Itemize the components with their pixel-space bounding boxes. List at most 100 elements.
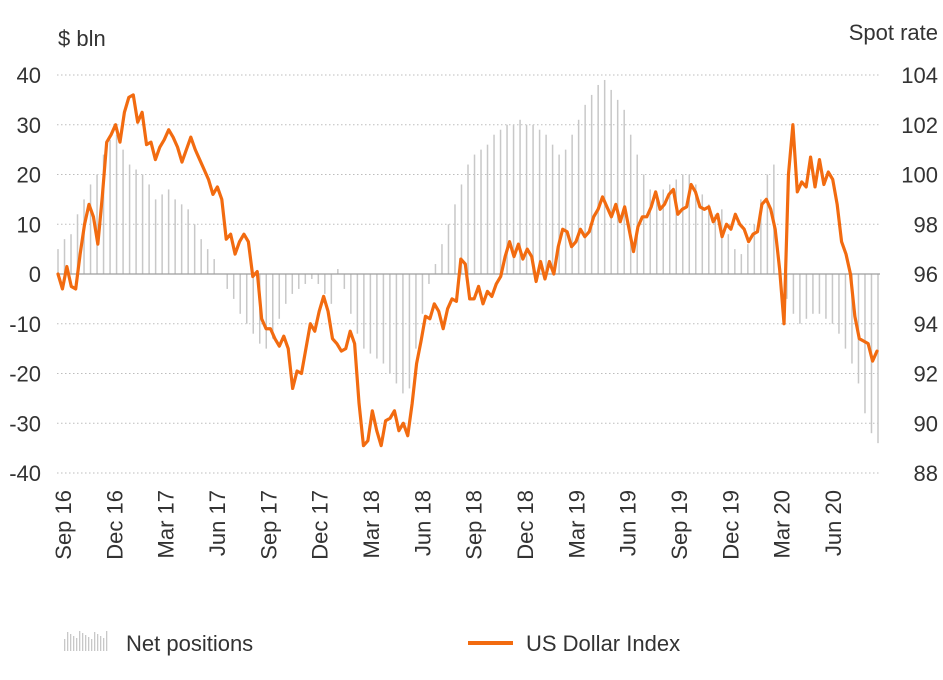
net-position-bar xyxy=(792,274,795,314)
net-position-bar xyxy=(70,234,72,274)
legend-swatch-bar xyxy=(88,637,90,651)
y-left-tick-label: -40 xyxy=(9,461,41,486)
right-axis-unit-label: Spot rate xyxy=(849,20,938,45)
net-position-bar xyxy=(499,129,502,274)
net-position-bar xyxy=(76,214,79,274)
net-position-bar xyxy=(350,274,352,314)
net-position-bar xyxy=(747,244,749,274)
x-tick-label: Sep 16 xyxy=(51,490,76,560)
net-position-bar xyxy=(629,134,632,274)
net-position-bar xyxy=(454,204,456,274)
net-position-bar xyxy=(291,274,294,294)
legend-swatch-bar xyxy=(91,639,93,651)
net-position-bar xyxy=(695,184,697,274)
net-position-bar xyxy=(369,274,372,354)
net-position-bar xyxy=(298,274,300,289)
net-position-bar xyxy=(252,274,254,334)
y-left-tick-label: -20 xyxy=(9,362,41,387)
net-position-bar xyxy=(636,154,638,274)
net-position-bar xyxy=(805,274,808,319)
net-position-bar xyxy=(662,189,664,274)
x-tick-label: Mar 17 xyxy=(154,490,179,558)
net-position-bar xyxy=(324,274,326,294)
x-tick-label: Mar 19 xyxy=(564,490,589,558)
net-position-bar xyxy=(682,174,684,274)
net-position-bar xyxy=(109,139,111,274)
x-tick-label: Jun 20 xyxy=(821,490,846,556)
net-position-bar xyxy=(317,274,320,284)
y-left-tick-label: 40 xyxy=(17,63,41,88)
y-left-tick-label: 10 xyxy=(17,212,41,237)
net-position-bar xyxy=(447,224,450,274)
net-position-bar xyxy=(330,274,333,304)
net-position-bar xyxy=(525,124,528,274)
x-tick-label: Dec 19 xyxy=(718,490,743,560)
legend-swatch-bar xyxy=(82,633,84,651)
net-position-bar xyxy=(571,134,573,274)
x-tick-label: Dec 17 xyxy=(308,490,333,560)
net-position-bar xyxy=(844,274,847,349)
net-position-bar xyxy=(877,274,879,444)
net-position-bar xyxy=(649,189,651,274)
y-right-tick-label: 94 xyxy=(914,312,938,337)
net-position-bar xyxy=(818,274,821,314)
net-position-bar xyxy=(311,274,313,279)
net-position-bar xyxy=(701,194,704,274)
legend-label-usd-index: US Dollar Index xyxy=(526,631,680,656)
net-position-bar xyxy=(708,204,710,274)
net-position-bar xyxy=(760,199,762,275)
net-position-bar xyxy=(148,184,150,274)
net-position-bar xyxy=(584,104,586,274)
y-right-tick-label: 90 xyxy=(914,411,938,436)
y-right-tick-label: 102 xyxy=(901,113,938,138)
net-position-bar xyxy=(616,99,619,275)
net-position-bar xyxy=(115,134,118,274)
legend-swatch-bar xyxy=(103,638,105,651)
net-position-bar xyxy=(473,154,476,274)
net-position-bar xyxy=(382,274,385,364)
usd-index-line-group xyxy=(56,93,879,448)
net-position-bar xyxy=(766,174,769,274)
y-right-tick-label: 100 xyxy=(901,163,938,188)
net-position-bar xyxy=(558,154,560,274)
legend: Net positions US Dollar Index xyxy=(64,631,680,656)
legend-swatch-bar xyxy=(79,631,81,651)
x-tick-label: Sep 19 xyxy=(667,490,692,560)
net-position-bar xyxy=(506,124,508,274)
legend-swatch-bar xyxy=(67,632,69,651)
x-tick-label: Dec 18 xyxy=(513,490,538,560)
net-position-bar xyxy=(434,264,437,274)
net-position-bar xyxy=(272,274,274,339)
net-position-bar xyxy=(278,274,281,319)
net-position-bar xyxy=(421,274,424,314)
net-position-bar xyxy=(642,174,645,274)
y-left-tick-label: 30 xyxy=(17,113,41,138)
x-tick-label: Mar 18 xyxy=(359,490,384,558)
net-position-bar xyxy=(363,274,365,349)
net-position-bar xyxy=(532,124,534,274)
legend-swatch-bar xyxy=(100,636,102,651)
net-position-bar xyxy=(493,134,495,274)
net-position-bar xyxy=(265,274,267,349)
net-position-bar xyxy=(538,129,541,274)
net-position-bar xyxy=(603,79,606,274)
net-position-bar xyxy=(675,179,677,274)
net-position-bar xyxy=(577,119,580,274)
net-position-bar xyxy=(408,274,411,389)
net-position-bar xyxy=(180,204,183,274)
legend-swatch-bar xyxy=(94,632,96,651)
net-position-bar xyxy=(838,274,840,334)
x-tick-label: Sep 18 xyxy=(462,490,487,560)
net-position-bar xyxy=(154,199,157,275)
net-position-bar xyxy=(285,274,287,304)
net-position-bar xyxy=(63,239,66,274)
net-position-bar xyxy=(564,149,567,275)
net-position-bar xyxy=(590,94,593,275)
x-tick-label: Mar 20 xyxy=(770,490,795,558)
legend-swatch-net-positions xyxy=(64,631,108,651)
net-position-bar xyxy=(135,169,137,274)
net-position-bar xyxy=(786,274,788,299)
net-position-bar xyxy=(655,194,658,274)
net-position-bar xyxy=(122,149,124,275)
